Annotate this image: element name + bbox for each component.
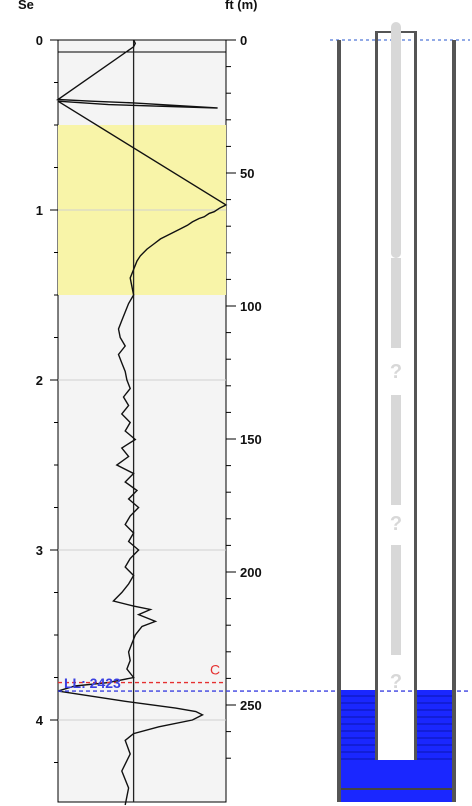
right-tick-label: 150 [240,432,262,447]
left-tick-label: 1 [36,203,43,218]
marker-bar-2 [391,258,401,348]
left-tick-label: 4 [36,713,44,728]
marker-bar-3 [391,395,401,505]
marker-bar-4 [391,545,401,655]
left-tick-label: 0 [36,33,43,48]
filled-section-bottom-edge [341,793,452,802]
question-mark-1: ? [390,361,402,383]
right-axis: 0 50 100 150 200 250 [226,33,262,759]
right-tick-label: 50 [240,166,254,181]
outer-casing-left [337,40,341,802]
grid-lines [58,209,226,721]
question-mark-2: ? [390,513,402,535]
outer-casing-right [452,40,456,802]
screen-hatch [341,695,452,760]
c-reference-label: C [210,662,220,678]
well-diagram: ? ? ? [330,22,470,802]
log-trace-line [55,39,228,806]
left-tick-label: 3 [36,543,43,558]
right-tick-label: 200 [240,565,262,580]
right-axis-title: ft (m) [225,0,258,12]
right-tick-label: 250 [240,698,262,713]
filled-section-bottom [341,760,452,793]
ll-reference-label: LL: 2423 [64,675,121,691]
question-mark-3: ? [390,671,402,693]
left-axis-title: Se [18,0,34,12]
inner-tubing-right [414,32,417,760]
marker-bar-1 [391,22,401,258]
inner-tubing-left [375,32,378,760]
right-tick-label: 100 [240,299,262,314]
left-tick-label: 2 [36,373,43,388]
right-tick-label: 0 [240,33,247,48]
left-axis: 0 1 2 3 4 [36,33,58,763]
